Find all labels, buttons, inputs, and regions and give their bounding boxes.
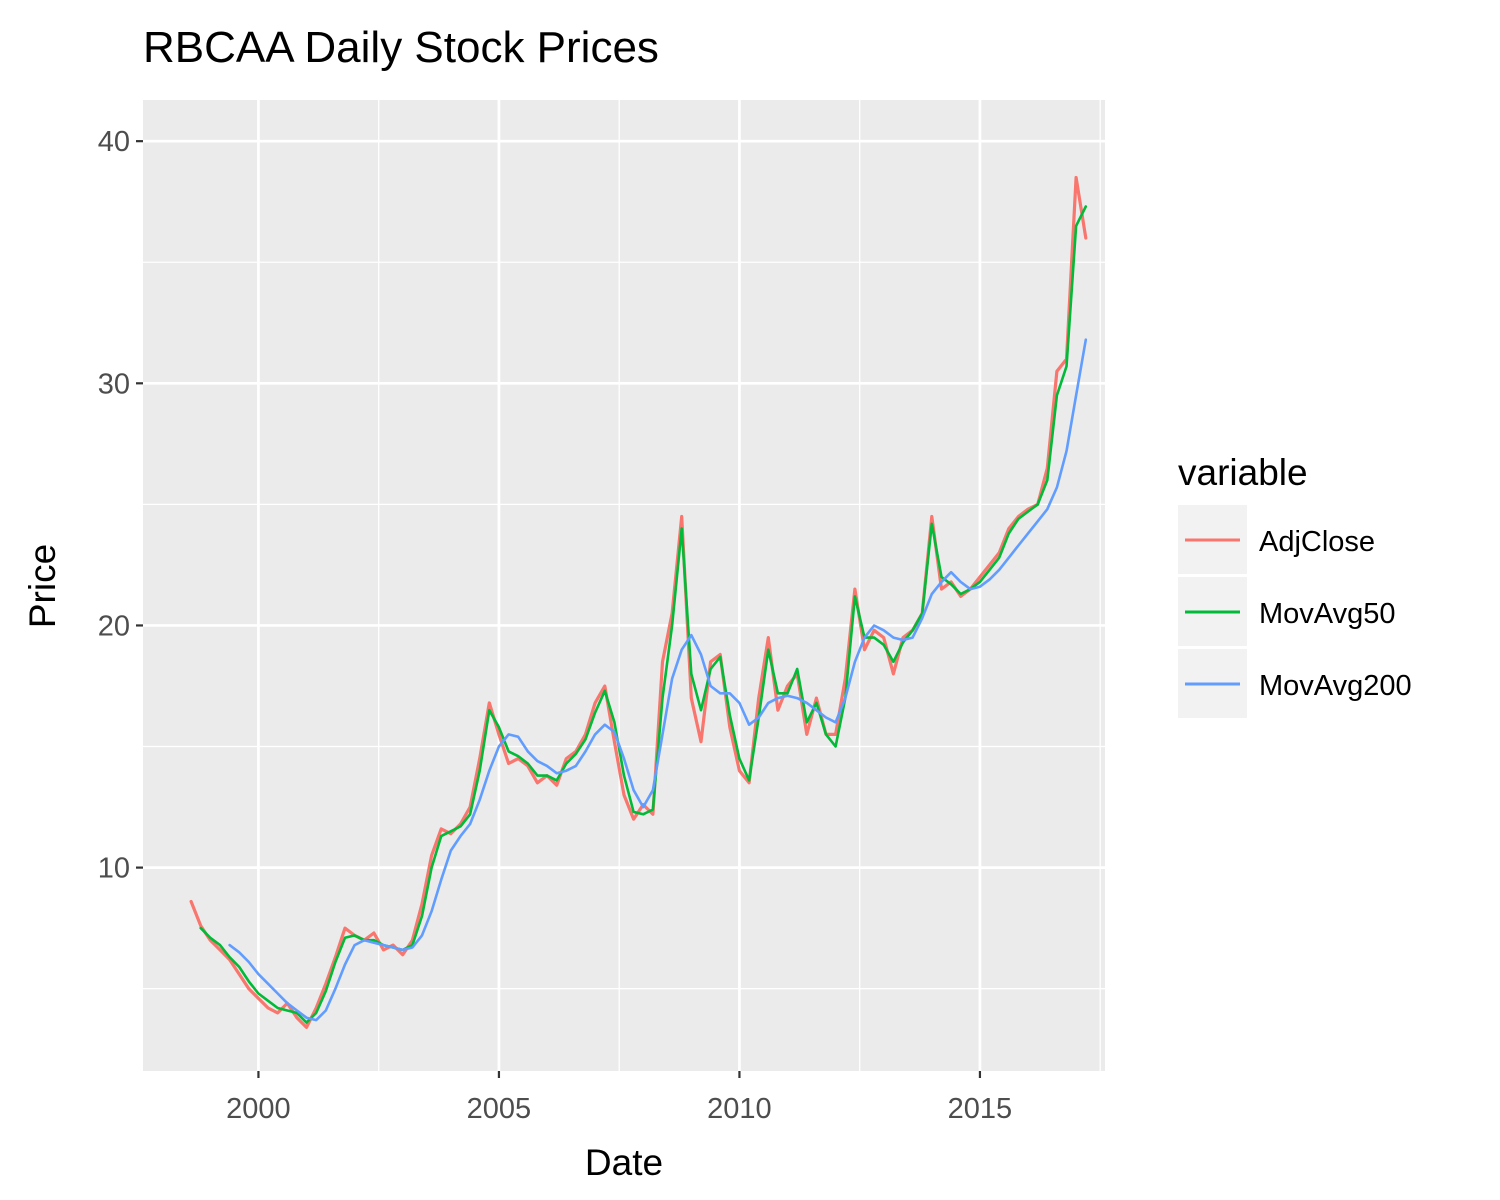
series-lines bbox=[189, 175, 1088, 1030]
legend-title: variable bbox=[1178, 452, 1308, 493]
x-tick-label: 2000 bbox=[226, 1093, 291, 1125]
x-axis: 2000 2005 2010 2015 bbox=[226, 1071, 1012, 1125]
x-tick-label: 2015 bbox=[948, 1093, 1013, 1125]
y-tick-label: 40 bbox=[98, 126, 130, 158]
y-tick-label: 20 bbox=[98, 610, 130, 642]
x-tick-label: 2005 bbox=[467, 1093, 532, 1125]
plot-panel bbox=[143, 100, 1105, 1071]
minor-gridlines bbox=[143, 100, 1105, 1071]
series-line-movavg200 bbox=[228, 338, 1088, 1022]
legend-label-adjclose: AdjClose bbox=[1259, 526, 1375, 558]
y-tick-label: 10 bbox=[98, 853, 130, 885]
chart-title: RBCAA Daily Stock Prices bbox=[143, 23, 659, 72]
legend-label-movavg200: MovAvg200 bbox=[1259, 670, 1412, 702]
major-gridlines bbox=[143, 100, 1105, 1071]
series-line-movavg50 bbox=[199, 205, 1088, 1024]
legend-label-movavg50: MovAvg50 bbox=[1259, 598, 1396, 630]
y-axis: 10 20 30 40 bbox=[98, 126, 143, 885]
y-axis-title: Price bbox=[22, 544, 63, 628]
x-tick-label: 2010 bbox=[707, 1093, 772, 1125]
legend: variable AdjClose MovAvg50 MovAvg200 bbox=[1178, 452, 1412, 718]
y-tick-label: 30 bbox=[98, 368, 130, 400]
x-axis-title: Date bbox=[585, 1142, 663, 1183]
